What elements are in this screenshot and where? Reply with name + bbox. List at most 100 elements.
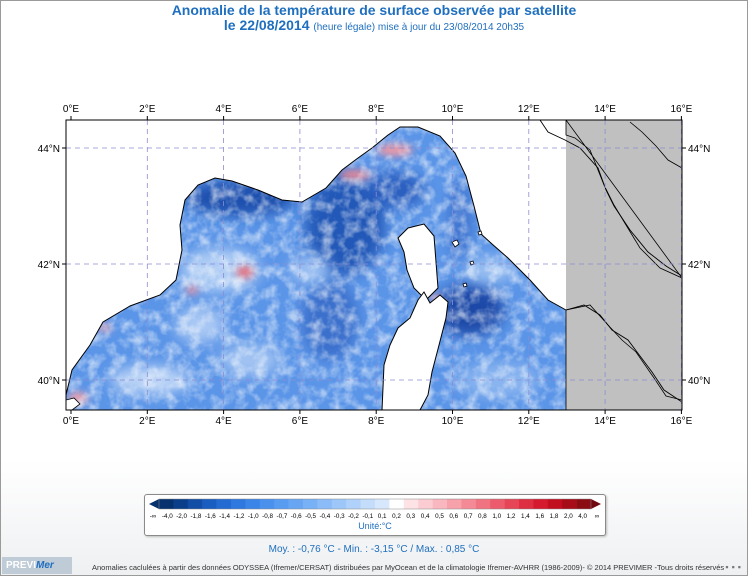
- update-info: (heure légale) mise à jour du 23/08/2014…: [313, 22, 525, 33]
- legend-tick-label: ∞: [595, 513, 600, 520]
- lon-label-top: 4°E: [215, 104, 232, 115]
- legend-colorbar: -∞ -4,0 -2,0 -1,8 -1,6 -1,4 -1,2 -1,0 -0,8 -0,7 -0…: [149, 498, 601, 520]
- legend-swatch: [274, 499, 289, 509]
- legend-swatch: [216, 499, 232, 509]
- legend-swatch: [475, 499, 491, 509]
- legend-tick-label: -2,0: [176, 513, 187, 520]
- lat-label-left: 40°N: [38, 376, 60, 387]
- legend-swatch: [519, 499, 534, 509]
- legend-swatch: [576, 499, 592, 509]
- legend-swatch: [562, 499, 577, 509]
- legend-swatch: [173, 499, 189, 509]
- lon-label-top: 8°E: [368, 104, 385, 115]
- legend-arrow-left: [149, 499, 159, 509]
- legend-tick-label: -1,0: [248, 513, 259, 520]
- statistics-line: Moy. : -0,76 °C - Min. : -3,15 °C / Max.…: [268, 544, 480, 555]
- lon-label-top: 6°E: [292, 104, 309, 115]
- legend-swatch: [331, 499, 347, 509]
- graticule: [66, 120, 682, 410]
- lon-label-top: 0°E: [63, 104, 80, 115]
- legend-swatch: [159, 499, 174, 509]
- lon-label-bottom: 4°E: [215, 416, 232, 427]
- legend-tick-label: 1,8: [550, 513, 559, 520]
- legend-swatch: [389, 499, 405, 509]
- legend-tick-label: 0,5: [435, 513, 444, 520]
- legend-swatch: [346, 499, 361, 509]
- previmer-logo: PREVIMer: [2, 557, 72, 574]
- legend-swatch: [490, 499, 505, 509]
- footer-icons: ▪▪▪: [725, 562, 744, 572]
- legend-swatch: [447, 499, 462, 509]
- legend-tick-label: 0,7: [464, 513, 473, 520]
- legend-swatch: [547, 499, 563, 509]
- south-italy-coast: [565, 304, 682, 403]
- lon-label-bottom: 16°E: [671, 416, 693, 427]
- legend-swatch: [461, 499, 477, 509]
- legend-tick-label: -0,7: [276, 513, 287, 520]
- france-spain-coastline: [66, 126, 567, 396]
- lon-label-top: 10°E: [442, 104, 464, 115]
- legend-swatch: [317, 499, 333, 509]
- legend-swatch: [533, 499, 549, 509]
- lon-label-bottom: 6°E: [292, 416, 309, 427]
- legend-arrow-right: [591, 499, 601, 509]
- legend-tick-label: 2,0: [564, 513, 573, 520]
- legend-tick-label: -4,0: [162, 513, 173, 520]
- legend-tick-label: 1,4: [521, 513, 530, 520]
- legend-tick-label: -0,4: [319, 513, 330, 520]
- map-title: Anomalie de la température de surface ob…: [171, 2, 577, 18]
- legend-tick-label: 1,2: [507, 513, 516, 520]
- color-legend: -∞ -4,0 -2,0 -1,8 -1,6 -1,4 -1,2 -1,0 -0,8 -0,7 -0…: [144, 494, 606, 536]
- lon-label-top: 12°E: [518, 104, 540, 115]
- legend-swatch: [187, 499, 203, 509]
- map-border: [65, 119, 683, 411]
- legend-swatch: [418, 499, 433, 509]
- legend-swatch: [360, 499, 376, 509]
- latitude-labels-right: 44°N 42°N 40°N: [688, 144, 710, 387]
- lon-label-top: 2°E: [139, 104, 156, 115]
- legend-tick-label: -0,2: [348, 513, 359, 520]
- latitude-labels-left: 44°N 42°N 40°N: [38, 144, 60, 387]
- legend-tick-label: 0,2: [392, 513, 401, 520]
- lon-label-top: 14°E: [594, 104, 616, 115]
- lat-label-right: 42°N: [688, 260, 710, 271]
- legend-tick-label: -∞: [150, 513, 157, 520]
- legend-tick-label: -0,6: [291, 513, 302, 520]
- legend-swatch: [375, 499, 390, 509]
- lon-label-bottom: 2°E: [139, 416, 156, 427]
- lon-label-bottom: 12°E: [518, 416, 540, 427]
- lat-label-right: 44°N: [688, 144, 710, 155]
- legend-swatch: [432, 499, 448, 509]
- legend-tick-label: -1,6: [205, 513, 216, 520]
- adriatic-east-coast: [629, 121, 682, 169]
- longitude-labels-bottom: 0°E 2°E 4°E 6°E 8°E 10°E 12°E 14°E 16°E: [63, 416, 693, 427]
- lat-label-right: 40°N: [688, 376, 710, 387]
- lon-label-bottom: 10°E: [442, 416, 464, 427]
- map-subtitle: le 22/08/2014 (heure légale) mise à jour…: [0, 17, 748, 33]
- legend-tick-label: 0,3: [406, 513, 415, 520]
- legend-tick-label: -0,1: [362, 513, 373, 520]
- legend-tick-label: -1,4: [219, 513, 230, 520]
- legend-swatch: [504, 499, 520, 509]
- legend-tick-label: 0,1: [378, 513, 387, 520]
- legend-tick-label: -0,8: [262, 513, 273, 520]
- credits-text: Anomalies caclulées à partir des données…: [92, 563, 725, 572]
- sardinia-island: [381, 291, 449, 410]
- lon-label-bottom: 8°E: [368, 416, 385, 427]
- sst-anomaly-map: 0°E 2°E 4°E 6°E 8°E 10°E 12°E 14°E 16°E 0°E 2°E 4°…: [38, 104, 711, 427]
- legend-tick-label: -0,5: [305, 513, 316, 520]
- map-date: le 22/08/2014: [223, 17, 310, 33]
- adriatic-coast-line: [539, 120, 682, 277]
- lon-label-top: 16°E: [671, 104, 693, 115]
- lon-label-bottom: 0°E: [63, 416, 80, 427]
- lon-label-bottom: 14°E: [594, 416, 616, 427]
- lat-label-left: 44°N: [38, 144, 60, 155]
- legend-tick-label: 1,0: [492, 513, 501, 520]
- legend-unit: Unité:°C: [358, 521, 392, 531]
- legend-tick-label: -1,8: [191, 513, 202, 520]
- balearic-edge: [66, 397, 81, 410]
- legend-tick-label: 0,6: [449, 513, 458, 520]
- legend-swatch: [403, 499, 419, 509]
- legend-swatch: [231, 499, 246, 509]
- legend-swatch: [303, 499, 318, 509]
